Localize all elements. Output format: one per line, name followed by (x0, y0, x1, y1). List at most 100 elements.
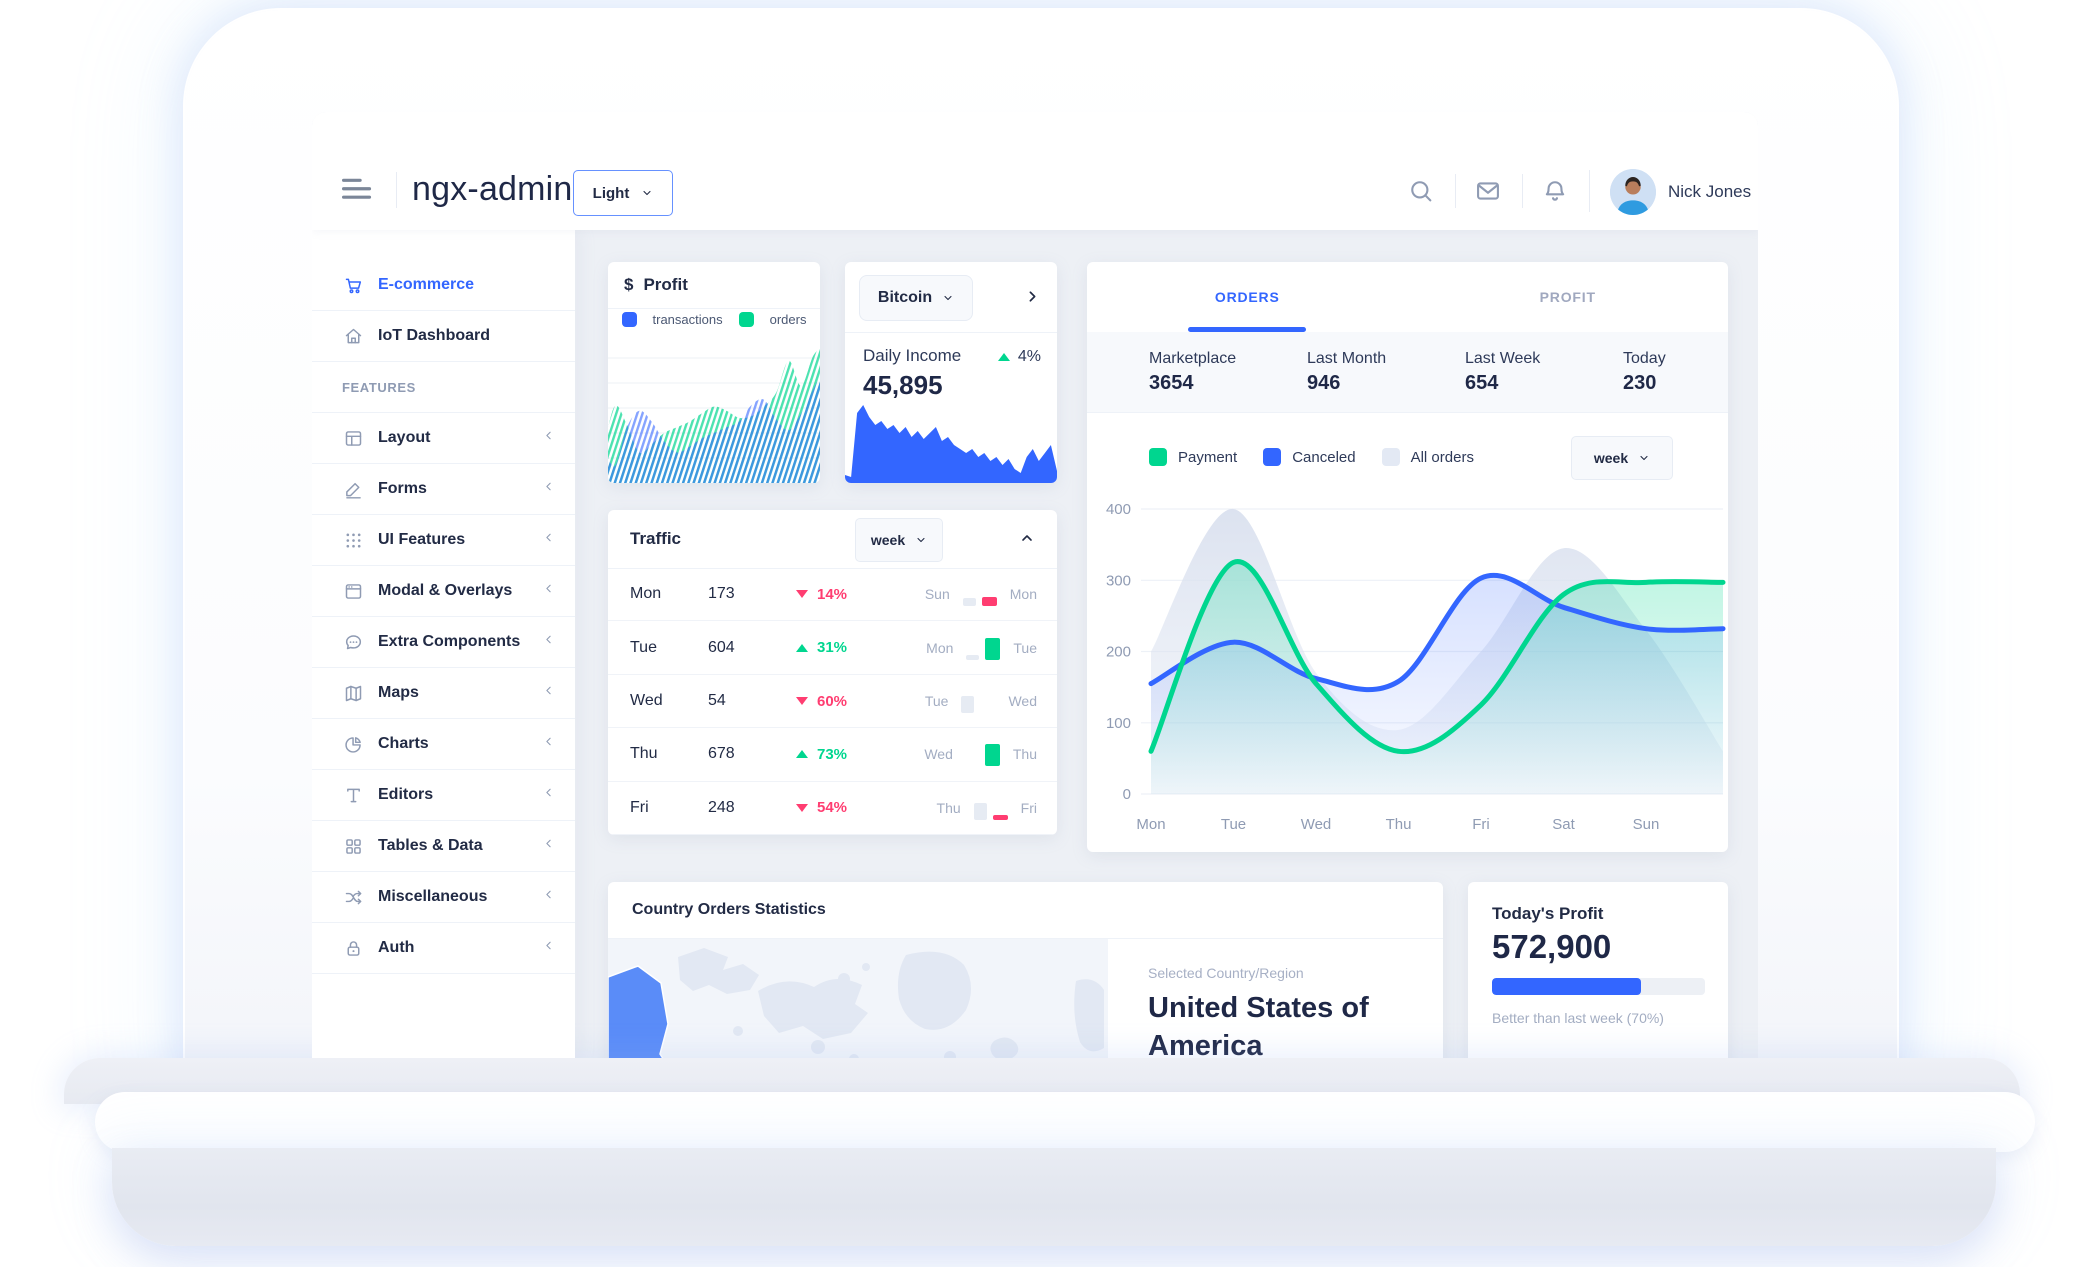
sidebar-item-tables-data[interactable]: Tables & Data (312, 821, 575, 872)
chevron-left-icon (542, 837, 555, 855)
sidebar-item-extra-components[interactable]: Extra Components (312, 617, 575, 668)
country-card-header: Country Orders Statistics (608, 882, 1443, 939)
sidebar-item-ui-features[interactable]: UI Features (312, 515, 575, 566)
traffic-compare-bars (963, 636, 1003, 660)
sidebar-item-miscellaneous[interactable]: Miscellaneous (312, 872, 575, 923)
traffic-delta: 73% (796, 746, 906, 763)
sidebar-item-label: Extra Components (378, 633, 521, 650)
profit-chart (608, 338, 820, 483)
sidebar-item-iot-dashboard[interactable]: IoT Dashboard (312, 311, 575, 362)
bell-icon (1545, 181, 1565, 201)
sidebar-item-label: Editors (378, 786, 434, 803)
chevron-left-icon (542, 939, 555, 957)
traffic-delta-value: 60% (817, 692, 848, 710)
stat-value: 654 (1465, 371, 1499, 394)
legend-swatch (621, 312, 637, 327)
traffic-day: Wed (630, 692, 663, 710)
orders-stat: Last Week 654 (1465, 350, 1623, 395)
sidebar-item-layout[interactable]: Layout (312, 413, 575, 464)
traffic-period-value: week (870, 532, 906, 548)
svg-text:Sun: Sun (1633, 816, 1660, 833)
country-card-title: Country Orders Statistics (632, 901, 826, 918)
theme-select[interactable]: Light (573, 170, 673, 216)
stat-value: 3654 (1149, 371, 1194, 394)
svg-text:Mon: Mon (1136, 816, 1165, 833)
sidebar-item-charts[interactable]: Charts (312, 719, 575, 770)
sidebar-item-label: IoT Dashboard (378, 327, 491, 344)
stat-label: Last Week (1465, 349, 1541, 367)
chevron-right-icon[interactable] (1024, 288, 1041, 310)
compare-bar-previous (966, 654, 980, 660)
stat-label: Marketplace (1149, 349, 1237, 367)
laptop-base (112, 1148, 1996, 1246)
header-divider (1522, 174, 1523, 208)
traffic-card-header: Traffic week (608, 510, 1057, 569)
legend-swatch (1381, 448, 1400, 466)
hamburger-icon (342, 178, 372, 199)
traffic-value: 604 (708, 638, 735, 656)
home-icon (342, 325, 364, 347)
traffic-value: 678 (708, 745, 735, 763)
svg-text:200: 200 (1106, 644, 1131, 661)
daily-income-delta: 4% (997, 348, 1041, 366)
trend-arrow-icon (796, 750, 808, 759)
sidebar-item-forms[interactable]: Forms (312, 464, 575, 515)
today-profit-caption: Better than last week (70%) (1492, 1010, 1664, 1026)
traffic-compare-from: Thu (936, 799, 961, 816)
chart-legend-item[interactable]: All orders (1381, 448, 1474, 466)
sidebar-item-maps[interactable]: Maps (312, 668, 575, 719)
currency-select[interactable]: Bitcoin (859, 275, 973, 321)
traffic-delta-value: 54% (817, 799, 848, 817)
map-landmasses (678, 948, 1104, 1058)
user-avatar[interactable] (1610, 169, 1656, 215)
search-button[interactable] (1406, 176, 1436, 206)
map-usa-region[interactable] (608, 965, 675, 1058)
stat-value: 230 (1623, 371, 1657, 394)
sidebar-item-editors[interactable]: Editors (312, 770, 575, 821)
progress-bar-track (1492, 978, 1705, 995)
delta-value: 4% (1017, 348, 1041, 365)
sidebar-menu: E-commerce IoT Dashboard FEATURES Layout… (312, 260, 575, 974)
traffic-day: Tue (630, 638, 657, 656)
traffic-day: Thu (630, 745, 658, 763)
chevron-right-icon[interactable] (819, 274, 820, 296)
sidebar-item-label: Maps (378, 684, 419, 701)
traffic-value: 54 (708, 692, 726, 710)
traffic-row: Wed 54 60% Tue Wed (608, 675, 1057, 729)
traffic-delta-value: 14% (817, 585, 848, 603)
trend-arrow-icon (796, 643, 808, 652)
sidebar-item-e-commerce[interactable]: E-commerce (312, 260, 575, 311)
chevron-left-icon (542, 582, 555, 600)
sidebar-toggle-button[interactable] (342, 174, 372, 204)
traffic-value: 173 (708, 585, 735, 603)
chart-legend-item[interactable]: Canceled (1263, 448, 1356, 466)
sidebar-item-modal-overlays[interactable]: Modal & Overlays (312, 566, 575, 617)
orders-period-select[interactable]: week (1571, 436, 1673, 480)
tab-profit[interactable]: PROFIT (1408, 262, 1729, 332)
compare-bar-previous (961, 696, 975, 714)
traffic-compare-from: Sun (924, 586, 950, 603)
text-icon (342, 784, 364, 806)
legend-label: Canceled (1292, 448, 1356, 466)
brand-title[interactable]: ngx-admin (412, 170, 573, 208)
tab-orders[interactable]: ORDERS (1087, 262, 1408, 332)
svg-text:100: 100 (1106, 715, 1131, 732)
user-name: Nick Jones (1668, 182, 1752, 201)
legend-label: orders (769, 312, 807, 327)
sidebar-item-label: Forms (378, 480, 427, 497)
chart-legend-item[interactable]: Payment (1149, 448, 1237, 466)
notifications-button[interactable] (1540, 176, 1570, 206)
tabs-bar: ORDERS PROFIT (1087, 262, 1728, 333)
messages-button[interactable] (1473, 176, 1503, 206)
traffic-period-select[interactable]: week (855, 518, 943, 562)
bitcoin-chart (845, 381, 1057, 483)
sidebar-item-label: Charts (378, 735, 429, 752)
chevron-left-icon (542, 480, 555, 498)
edit-icon (342, 478, 364, 500)
header-divider (1589, 170, 1590, 212)
sidebar-item-label: Tables & Data (378, 837, 483, 854)
collapse-button[interactable] (1019, 530, 1039, 550)
sidebar-item-auth[interactable]: Auth (312, 923, 575, 974)
stat-label: Today (1623, 349, 1666, 367)
